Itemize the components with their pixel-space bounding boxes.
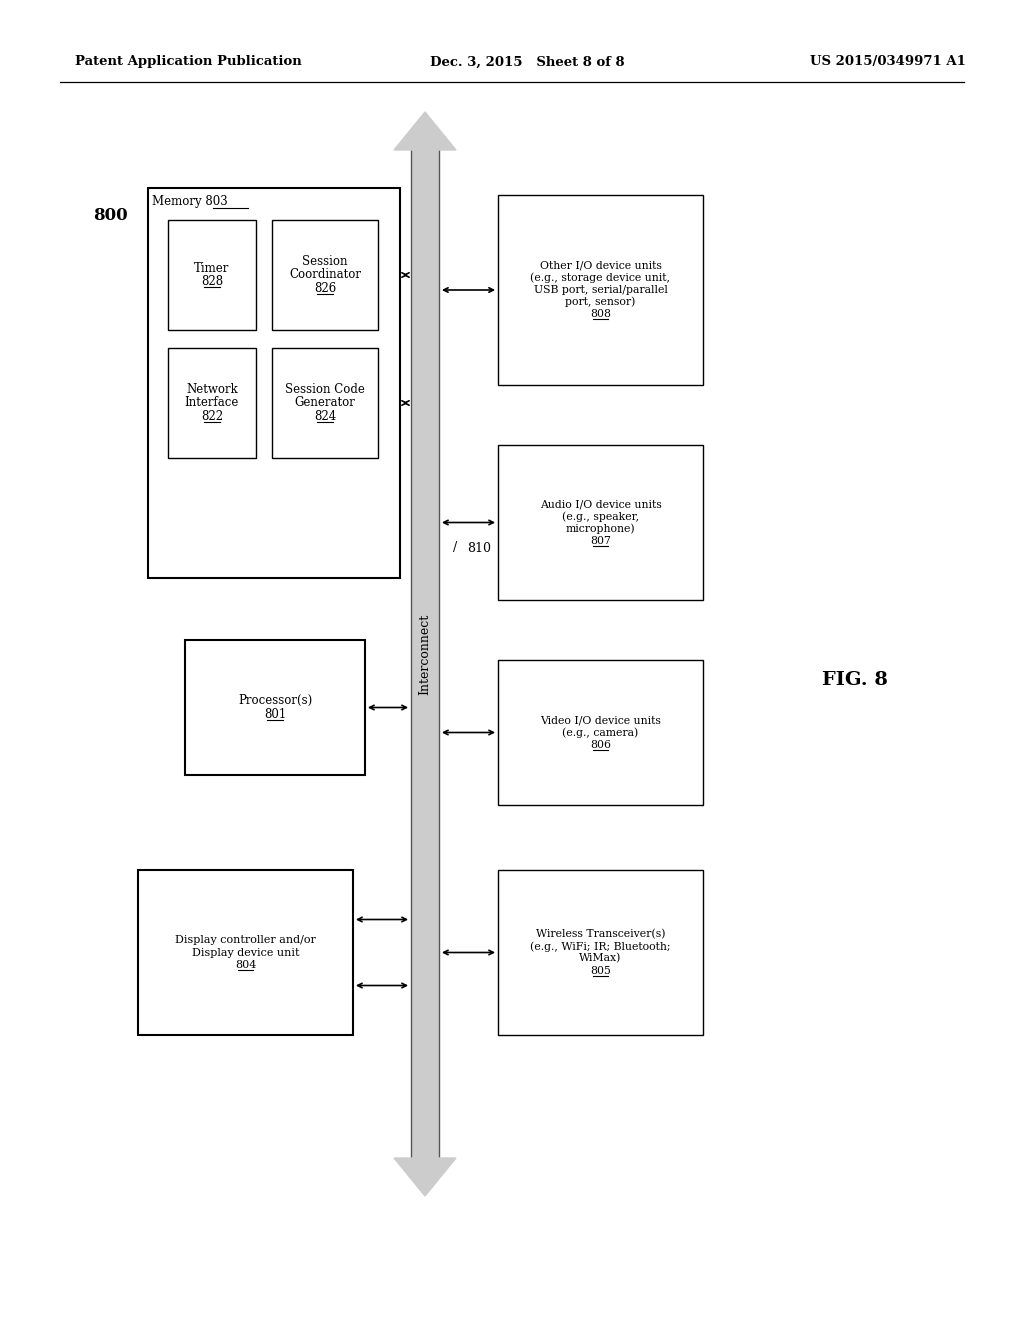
Text: 822: 822 xyxy=(201,409,223,422)
Text: port, sensor): port, sensor) xyxy=(565,297,636,308)
Text: Processor(s): Processor(s) xyxy=(238,694,312,708)
Text: Memory 803: Memory 803 xyxy=(152,195,227,209)
Bar xyxy=(148,187,400,578)
Text: WiMax): WiMax) xyxy=(580,953,622,964)
Text: Patent Application Publication: Patent Application Publication xyxy=(75,55,302,69)
Text: 808: 808 xyxy=(590,309,611,319)
Bar xyxy=(168,220,256,330)
Text: Display device unit: Display device unit xyxy=(191,948,299,957)
Text: Other I/O device units: Other I/O device units xyxy=(540,261,662,271)
FancyArrow shape xyxy=(394,112,456,150)
Bar xyxy=(185,640,365,775)
Bar xyxy=(498,660,703,805)
Bar xyxy=(272,348,378,458)
Bar xyxy=(498,870,703,1035)
Text: Wireless Transceiver(s): Wireless Transceiver(s) xyxy=(536,929,666,940)
FancyArrow shape xyxy=(394,1158,456,1196)
Bar xyxy=(411,148,439,1160)
Text: microphone): microphone) xyxy=(565,523,635,533)
Text: 826: 826 xyxy=(314,281,336,294)
Text: 800: 800 xyxy=(93,206,127,223)
Text: Interconnect: Interconnect xyxy=(419,614,431,694)
Bar xyxy=(498,195,703,385)
Text: Dec. 3, 2015   Sheet 8 of 8: Dec. 3, 2015 Sheet 8 of 8 xyxy=(430,55,625,69)
Text: Audio I/O device units: Audio I/O device units xyxy=(540,499,662,510)
Text: (e.g., WiFi; IR; Bluetooth;: (e.g., WiFi; IR; Bluetooth; xyxy=(530,941,671,952)
Text: USB port, serial/parallel: USB port, serial/parallel xyxy=(534,285,668,294)
Text: 810: 810 xyxy=(467,541,490,554)
Text: (e.g., storage device unit,: (e.g., storage device unit, xyxy=(530,273,671,284)
Text: /: / xyxy=(453,541,457,554)
Text: Session Code: Session Code xyxy=(285,383,365,396)
Text: Video I/O device units: Video I/O device units xyxy=(540,715,660,726)
Bar xyxy=(272,220,378,330)
Text: Display controller and/or: Display controller and/or xyxy=(175,935,316,945)
Text: (e.g., speaker,: (e.g., speaker, xyxy=(562,511,639,521)
Text: Network: Network xyxy=(186,383,238,396)
Text: 804: 804 xyxy=(234,960,256,970)
Bar xyxy=(138,870,353,1035)
Text: (e.g., camera): (e.g., camera) xyxy=(562,727,639,738)
Text: US 2015/0349971 A1: US 2015/0349971 A1 xyxy=(810,55,966,69)
Text: 801: 801 xyxy=(264,708,286,721)
Text: 805: 805 xyxy=(590,966,611,975)
Text: Interface: Interface xyxy=(184,396,240,409)
Text: FIG. 8: FIG. 8 xyxy=(822,671,888,689)
Text: Session: Session xyxy=(302,255,348,268)
Text: Generator: Generator xyxy=(295,396,355,409)
Text: Timer: Timer xyxy=(195,261,229,275)
Text: 828: 828 xyxy=(201,275,223,288)
Bar xyxy=(168,348,256,458)
Text: 806: 806 xyxy=(590,739,611,750)
Text: 824: 824 xyxy=(314,409,336,422)
Text: 807: 807 xyxy=(590,536,611,545)
Bar xyxy=(498,445,703,601)
Text: Coordinator: Coordinator xyxy=(289,268,361,281)
